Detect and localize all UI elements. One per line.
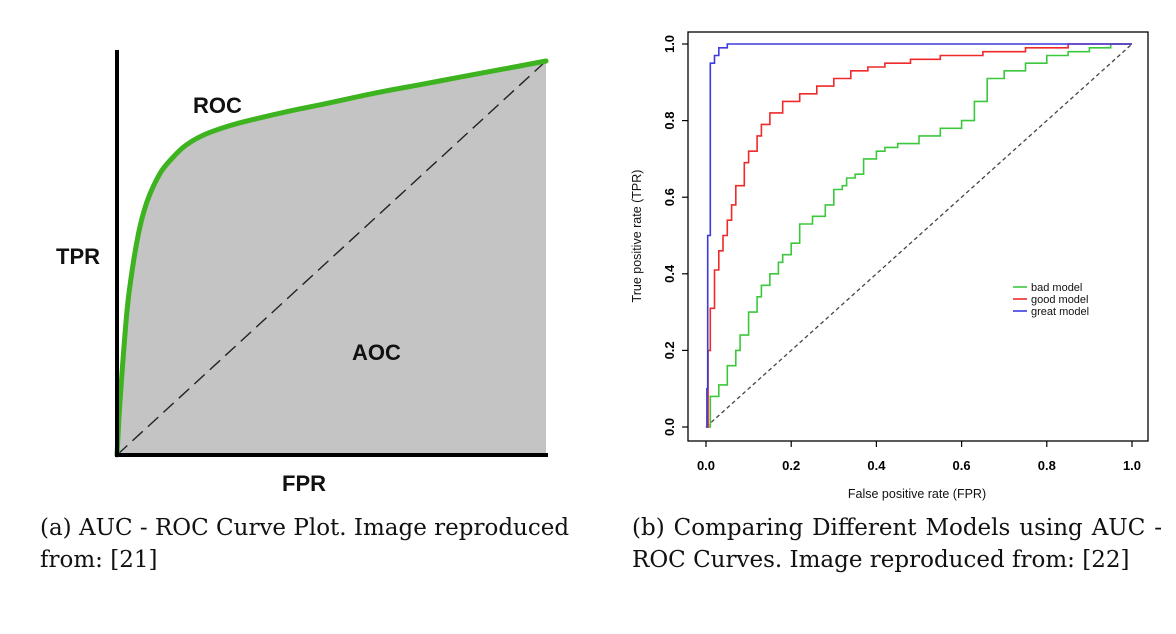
x-axis-label: False positive rate (FPR) — [848, 487, 986, 501]
x-tick-label: 1.0 — [1123, 458, 1141, 473]
caption-b: (b) Comparing Different Models using AUC… — [632, 515, 1162, 573]
x-tick-label: 0.0 — [697, 458, 715, 473]
legend-label-good: good model — [1031, 294, 1089, 306]
y-tick-label: 0.0 — [662, 418, 677, 436]
good-model-line — [706, 43, 1132, 428]
x-tick-label: 0.4 — [867, 458, 886, 473]
panel-b-chart: 0.0 0.2 0.4 0.6 0.8 1.0 0.0 0.2 0.4 0.6 0.8 1.0 Fa… — [630, 31, 1149, 501]
great-model-line — [706, 43, 1132, 428]
y-tick-label: 0.6 — [662, 188, 677, 206]
x-tick-label: 0.8 — [1038, 458, 1056, 473]
y-tick-label: 1.0 — [662, 35, 677, 53]
caption-a: (a) AUC - ROC Curve Plot. Image reproduc… — [40, 515, 570, 573]
random-diagonal — [705, 43, 1133, 428]
legend-label-bad: bad model — [1031, 282, 1082, 294]
x-axis-label: FPR — [282, 471, 326, 496]
y-tick-label: 0.4 — [662, 264, 677, 283]
random-diagonal — [116, 60, 547, 456]
y-axis-label: True positive rate (TPR) — [630, 170, 644, 303]
legend-label-great: great model — [1031, 306, 1089, 318]
bad-model-line — [706, 43, 1132, 428]
aoc-label: AOC — [352, 340, 401, 365]
roc-curve — [114, 58, 549, 458]
x-tick-label: 0.6 — [953, 458, 971, 473]
roc-area-fill — [117, 61, 546, 455]
y-tick-label: 0.8 — [662, 112, 677, 130]
x-tick-label: 0.2 — [782, 458, 800, 473]
panel-a-chart: ROC AOC TPR FPR — [56, 50, 549, 496]
roc-label: ROC — [193, 93, 242, 118]
plot-frame — [687, 31, 1149, 442]
legend: bad model good model great model — [1013, 282, 1089, 318]
y-tick-label: 0.2 — [662, 341, 677, 359]
y-axis-label: TPR — [56, 244, 100, 269]
